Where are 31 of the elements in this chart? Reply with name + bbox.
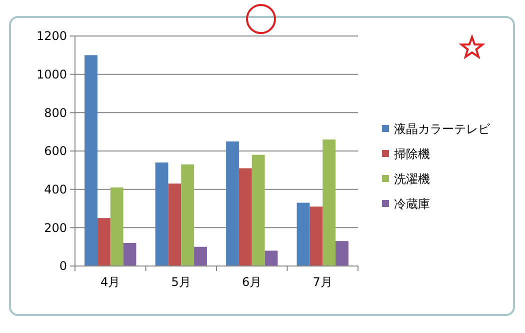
- bar: [336, 241, 348, 266]
- y-tick-label: 800: [44, 106, 67, 120]
- bar: [181, 164, 194, 266]
- y-tick-label: 400: [44, 182, 67, 197]
- y-tick-label: 1000: [36, 68, 67, 82]
- y-tick-label: 200: [44, 220, 67, 235]
- x-tick-label: 6月: [242, 275, 262, 289]
- bar: [264, 250, 278, 266]
- bar: [155, 162, 168, 266]
- bar: [110, 187, 124, 266]
- bar: [252, 154, 265, 266]
- bar: [310, 206, 323, 266]
- bar: [168, 184, 182, 266]
- y-tick-label: 1200: [36, 29, 67, 44]
- y-tick-label: 600: [44, 144, 67, 158]
- bar: [238, 168, 252, 266]
- legend-label: 掃除機: [394, 147, 430, 162]
- bar: [123, 243, 136, 266]
- legend-label: 冷蔵庫: [394, 197, 430, 212]
- bar: [97, 218, 110, 266]
- bar: [226, 141, 239, 266]
- legend-label: 洗濯機: [394, 172, 430, 186]
- bar: [84, 55, 98, 266]
- bar: [296, 202, 310, 266]
- x-tick-label: 4月: [100, 275, 120, 289]
- x-tick-label: 5月: [171, 275, 191, 289]
- bar: [322, 140, 336, 266]
- bar: [194, 246, 207, 266]
- x-tick-label: 7月: [312, 275, 332, 289]
- legend-label: 液晶カラーテレビ: [394, 122, 491, 136]
- y-tick-label: 0: [59, 259, 67, 274]
